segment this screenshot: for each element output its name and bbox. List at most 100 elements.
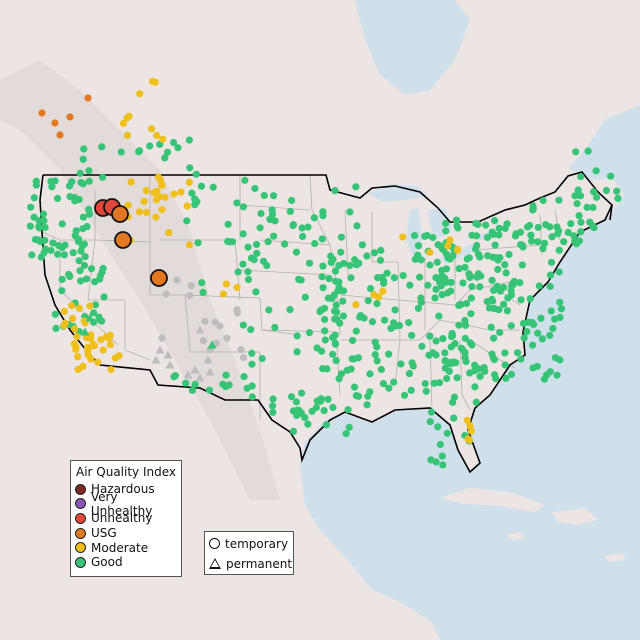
monitor-marker <box>89 341 98 349</box>
monitor-marker <box>534 238 542 246</box>
monitor-marker <box>439 335 447 343</box>
monitor-marker <box>169 138 178 147</box>
monitor-marker <box>399 271 407 280</box>
monitor-marker <box>233 283 241 292</box>
monitor-marker <box>358 241 366 249</box>
monitor-marker <box>199 337 207 345</box>
monitor-marker <box>253 249 261 257</box>
monitor-marker <box>234 268 242 276</box>
monitor-marker <box>244 275 253 284</box>
monitor-marker <box>586 218 594 226</box>
monitor-marker <box>281 240 289 248</box>
monitor-marker <box>501 224 509 233</box>
monitor-marker <box>344 406 352 414</box>
monitor-marker <box>400 391 409 399</box>
monitor-marker-large <box>114 231 132 249</box>
monitor-marker <box>570 232 578 240</box>
monitor-marker <box>430 379 438 387</box>
legend-item-usg: USG <box>71 526 181 541</box>
monitor-marker <box>56 131 64 139</box>
monitor-marker <box>305 259 314 267</box>
monitor-marker <box>60 251 68 259</box>
monitor-marker <box>146 142 154 150</box>
monitor-marker <box>335 284 343 292</box>
jamaica-land <box>505 532 526 540</box>
legend-label: temporary <box>225 536 289 551</box>
monitor-marker <box>317 306 325 314</box>
monitor-marker <box>502 374 510 382</box>
monitor-marker <box>241 176 249 184</box>
monitor-marker <box>547 307 555 315</box>
monitor-marker <box>414 242 423 250</box>
monitor-marker-permanent <box>151 355 161 364</box>
monitor-marker <box>74 235 83 243</box>
triangle-icon <box>209 558 221 569</box>
monitor-marker <box>426 248 434 256</box>
monitor-marker <box>459 279 467 287</box>
monitor-marker <box>380 316 389 324</box>
monitor-marker <box>67 301 76 310</box>
monitor-marker <box>432 351 440 359</box>
monitor-marker <box>248 349 256 357</box>
monitor-marker <box>84 94 92 102</box>
monitor-marker-permanent <box>203 355 213 364</box>
monitor-marker <box>319 208 327 216</box>
monitor-marker <box>68 314 77 323</box>
monitor-marker <box>252 240 261 249</box>
monitor-marker <box>298 389 306 397</box>
monitor-marker <box>416 273 424 281</box>
monitor-marker <box>264 238 272 246</box>
monitor-marker <box>352 327 360 335</box>
monitor-marker <box>405 319 413 327</box>
monitor-marker <box>158 334 166 342</box>
monitor-marker <box>319 284 327 292</box>
monitor-marker <box>446 236 454 244</box>
monitor-marker <box>65 270 73 279</box>
monitor-marker <box>162 290 170 298</box>
monitor-marker <box>535 282 543 290</box>
monitor-marker <box>590 188 598 196</box>
monitor-marker <box>269 402 277 410</box>
monitor-marker <box>385 350 393 358</box>
monitor-marker <box>327 258 335 267</box>
monitor-marker <box>438 245 447 253</box>
unhealthy-swatch-icon <box>75 512 86 524</box>
monitor-marker <box>373 343 381 351</box>
monitor-marker <box>222 280 230 288</box>
monitor-marker-permanent <box>165 360 175 369</box>
monitor-marker <box>435 379 444 387</box>
monitor-marker <box>321 315 329 324</box>
monitor-marker <box>269 408 277 416</box>
monitor-marker <box>350 383 359 391</box>
monitor-marker <box>154 173 162 181</box>
monitor-marker <box>366 388 374 396</box>
monitor-marker <box>346 208 354 216</box>
monitor-marker <box>142 208 151 217</box>
monitor-marker <box>268 206 276 214</box>
monitor-marker <box>58 220 66 228</box>
monitor-marker <box>457 344 465 352</box>
monitor-marker <box>474 270 482 278</box>
monitor-marker <box>248 382 256 390</box>
monitor-marker <box>152 196 161 204</box>
monitor-marker <box>463 255 471 263</box>
monitor-marker <box>517 296 525 304</box>
monitor-marker <box>286 306 294 314</box>
monitor-marker <box>444 242 452 250</box>
monitor-marker <box>107 365 115 374</box>
monitor-marker <box>555 196 563 204</box>
monitor-marker <box>147 125 156 133</box>
monitor-marker <box>438 452 446 460</box>
monitor-marker <box>188 189 196 197</box>
monitor-marker <box>571 192 579 200</box>
monitor-marker <box>583 203 591 211</box>
monitor-marker <box>82 275 91 283</box>
monitor-marker <box>423 231 431 240</box>
monitor-marker <box>556 313 564 322</box>
monitor-marker <box>31 235 40 244</box>
monitor-marker <box>517 355 525 363</box>
monitor-marker <box>376 256 385 264</box>
circle-icon <box>209 538 220 549</box>
monitor-marker <box>28 251 36 259</box>
monitor-marker <box>161 154 169 162</box>
